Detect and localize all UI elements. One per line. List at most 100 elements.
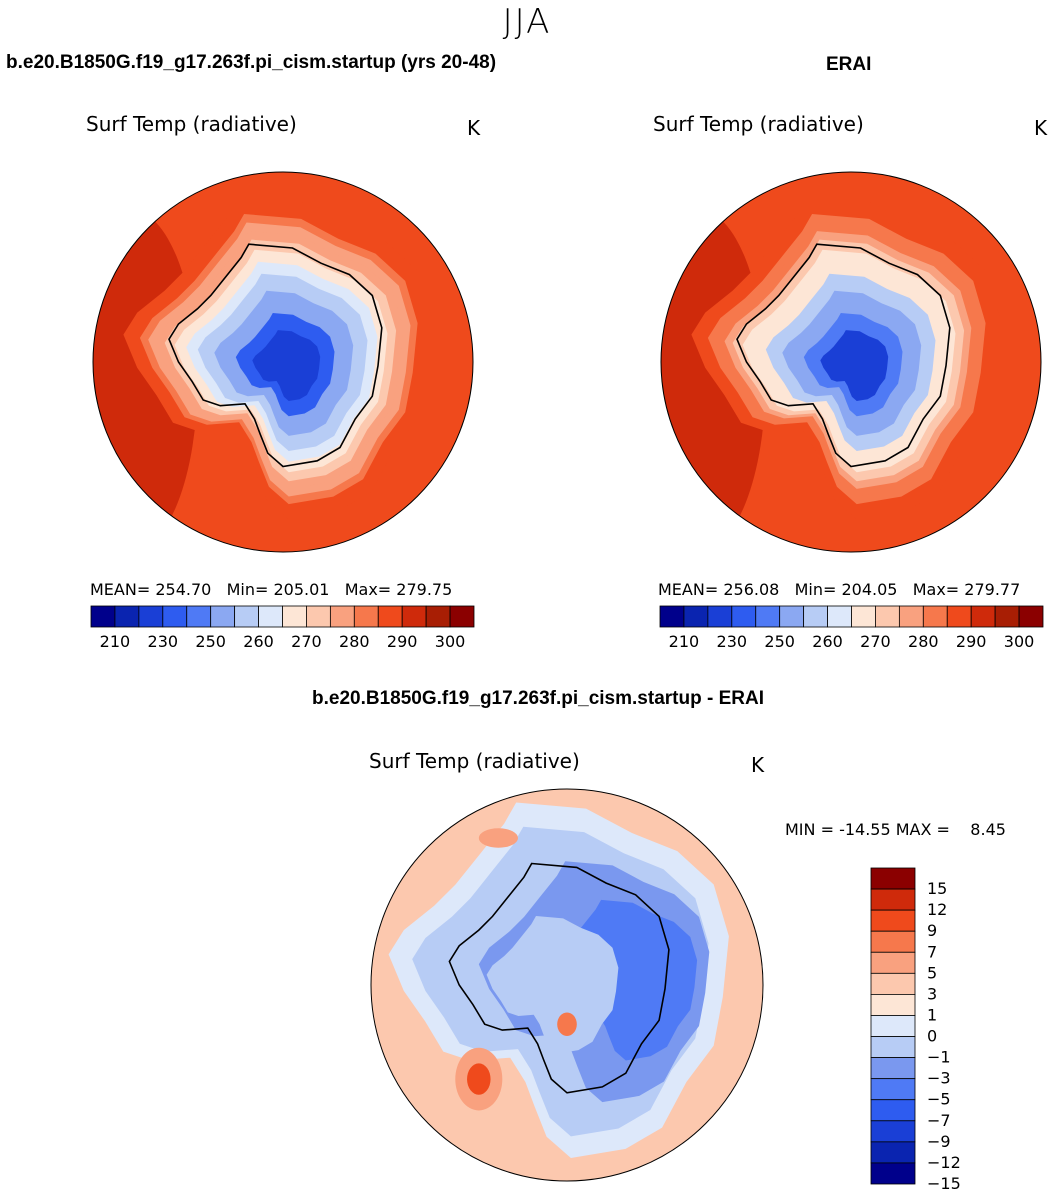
colorbar-cell [970, 605, 996, 628]
colorbar-cell [755, 605, 781, 628]
colorbar-tick-label: −12 [927, 1153, 961, 1172]
colorbar-tick-label: 3 [927, 984, 937, 1003]
colorbar-cell [870, 909, 916, 932]
colorbar-cell [898, 605, 924, 628]
colorbar-cell [870, 1141, 916, 1164]
panel-1-title: b.e20.B1850G.f19_g17.263f.pi_cism.startu… [6, 52, 497, 73]
colorbar-cell [827, 605, 852, 628]
colorbar-cell [803, 605, 828, 628]
colorbar-cell [425, 605, 451, 628]
max-value: 8.45 [970, 820, 1006, 839]
colorbar-cell [870, 1036, 916, 1058]
polar-field [93, 172, 473, 552]
colorbar-tick-label: 290 [956, 632, 987, 651]
colorbar-cell [870, 972, 916, 995]
warm-anomaly [557, 1012, 577, 1036]
colorbar-cell [186, 605, 212, 628]
max-label: Max= [344, 580, 392, 599]
colorbar-cell [401, 605, 427, 628]
colorbar-cell [870, 1057, 916, 1080]
map-border [370, 788, 764, 1182]
colorbar-cell [870, 930, 916, 953]
colorbar-tick-label: 7 [927, 942, 937, 961]
colorbar-cell [994, 605, 1020, 628]
panel-3-title: b.e20.B1850G.f19_g17.263f.pi_cism.startu… [312, 688, 764, 709]
colorbar-tick-label: 5 [927, 963, 937, 982]
min-label: Min= [226, 580, 269, 599]
map-border [92, 171, 474, 553]
colorbar-tick-label: 230 [148, 632, 179, 651]
colorbar-tick-label: 270 [291, 632, 322, 651]
min-value: 205.01 [273, 580, 330, 599]
min-value: 204.05 [841, 580, 898, 599]
colorbar-cell [449, 605, 475, 628]
mean-value: 254.70 [155, 580, 212, 599]
field-contour [820, 330, 889, 401]
colorbar-tick-label: 12 [927, 900, 947, 919]
mean-label: MEAN= [658, 580, 719, 599]
colorbar-cell [210, 605, 236, 628]
colorbar-cell [90, 605, 116, 628]
colorbar-tick-label: 210 [669, 632, 700, 651]
colorbar-tick-label: 280 [339, 632, 370, 651]
antarctica-coastline [168, 243, 383, 468]
colorbar-cell [946, 605, 972, 628]
colorbar-cell [851, 605, 876, 628]
colorbar-tick-label: 300 [1004, 632, 1035, 651]
colorbar-cell [707, 605, 733, 628]
colorbar-cell [282, 605, 307, 628]
colorbar-tick-label: 270 [860, 632, 891, 651]
colorbar-cell [258, 605, 283, 628]
colorbar-tick-label: −15 [927, 1174, 961, 1193]
colorbar-cell [1018, 605, 1044, 628]
panel-1-stats: MEAN= 254.70 Min= 205.01 Max= 279.75 [90, 580, 452, 599]
colorbar-tick-label: 300 [435, 632, 466, 651]
colorbar-tick-label: −1 [927, 1048, 951, 1067]
colorbar-cell [234, 605, 259, 628]
colorbar-cell [870, 1099, 916, 1122]
panel-2-variable: Surf Temp (radiative) [653, 112, 864, 136]
map-border [660, 171, 1042, 553]
panel-3-stats: MIN = -14.55 MAX = 8.45 [785, 820, 1006, 839]
figure-title: JJA [502, 2, 552, 42]
colorbar-cell [870, 1162, 916, 1185]
panel-2-units: K [1034, 116, 1048, 140]
colorbar-cell [114, 605, 140, 628]
colorbar-tick-label: −3 [927, 1069, 951, 1088]
panel-1-variable: Surf Temp (radiative) [86, 112, 297, 136]
colorbar-tick-label: 260 [812, 632, 843, 651]
panel-3-variable: Surf Temp (radiative) [369, 749, 580, 773]
colorbar-cell [731, 605, 757, 628]
colorbar-tick-label: 250 [764, 632, 795, 651]
colorbar-tick-label: 260 [243, 632, 274, 651]
colorbar-tick-label: −9 [927, 1132, 951, 1151]
colorbar-tick-label: −7 [927, 1111, 951, 1130]
panel-2-stats: MEAN= 256.08 Min= 204.05 Max= 279.77 [658, 580, 1020, 599]
colorbar-cell [870, 867, 916, 890]
antarctica-coastline [736, 243, 951, 468]
antarctica-coastline [448, 862, 670, 1094]
colorbar-tick-label: 230 [717, 632, 748, 651]
colorbar-cell [353, 605, 379, 628]
colorbar-tick-label: 15 [927, 879, 947, 898]
colorbar-cell [870, 951, 916, 974]
polar-field [661, 172, 1041, 552]
colorbar-tick-label: 1 [927, 1005, 937, 1024]
panel-2-title: ERAI [826, 54, 872, 75]
colorbar-cell [922, 605, 948, 628]
panel-1-units: K [467, 116, 481, 140]
colorbar-cell [659, 605, 685, 628]
colorbar-cell [870, 1120, 916, 1143]
min-label: MIN = [785, 820, 834, 839]
mean-value: 256.08 [723, 580, 780, 599]
polar-field [371, 789, 763, 1181]
colorbar-tick-label: 9 [927, 921, 937, 940]
colorbar-cell [306, 605, 331, 628]
colorbar-tick-label: 250 [195, 632, 226, 651]
warm-anomaly [478, 828, 518, 848]
colorbar-tick-label: 290 [387, 632, 418, 651]
colorbar-cell [870, 1015, 916, 1037]
colorbar-tick-label: 280 [908, 632, 939, 651]
max-label: Max= [912, 580, 960, 599]
